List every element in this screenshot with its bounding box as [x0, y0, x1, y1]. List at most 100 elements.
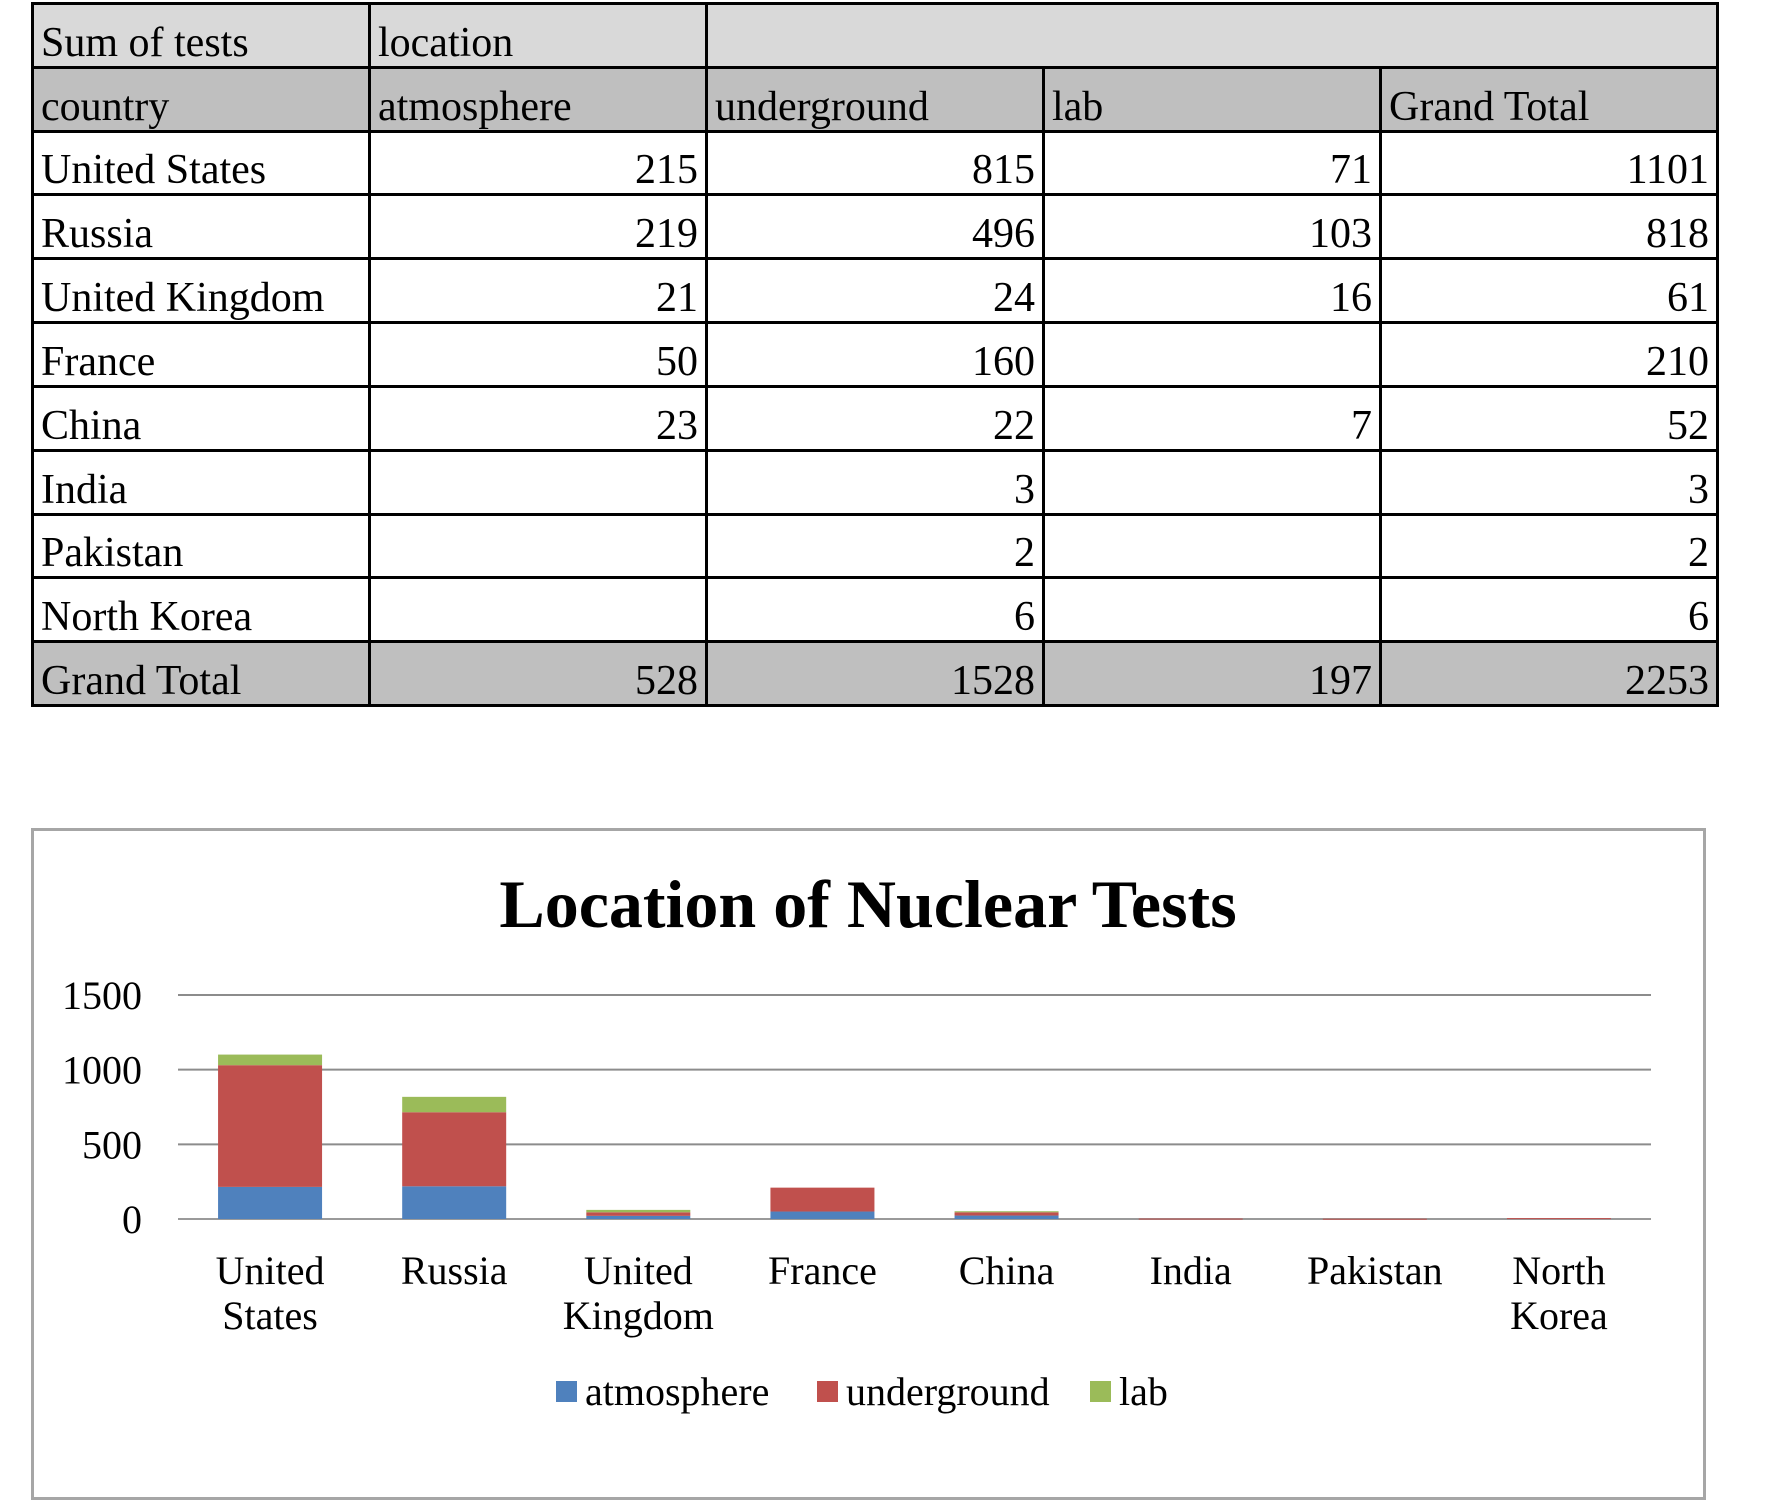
pivot-cell[interactable] [368, 448, 708, 516]
x-tick-label: Kingdom [563, 1293, 714, 1338]
pivot-cell[interactable]: 16 [1042, 257, 1382, 325]
legend-label: underground [846, 1369, 1050, 1414]
pivot-col-header[interactable]: Grand Total [1378, 65, 1720, 133]
pivot-cell[interactable]: 2 [705, 512, 1045, 580]
pivot-cell[interactable]: 496 [705, 193, 1045, 261]
pivot-cell[interactable]: 61 [1378, 257, 1720, 325]
chart-area[interactable]: Location of Nuclear Tests 0 500 1000 1500 Uni… [31, 828, 1706, 1500]
x-tick-label: States [222, 1293, 318, 1338]
bar-atmosphere [770, 1211, 875, 1219]
pivot-cell[interactable] [368, 576, 708, 644]
pivot-cell[interactable]: 23 [368, 384, 708, 452]
pivot-cell[interactable]: 3 [1378, 448, 1720, 516]
stacked-bar-chart: Location of Nuclear Tests 0 500 1000 1500 Uni… [62, 866, 1651, 1414]
bar-lab [218, 1054, 323, 1066]
pivot-cell[interactable]: 3 [705, 448, 1045, 516]
y-tick-label: 1000 [62, 1048, 142, 1093]
pivot-grand-total-cell[interactable]: 1528 [705, 640, 1045, 707]
pivot-table: Sum of tests location country atmosphere… [31, 2, 1720, 707]
legend-swatch-lab [1090, 1381, 1111, 1402]
pivot-cell[interactable]: 71 [1042, 129, 1382, 197]
pivot-col-header[interactable]: underground [705, 65, 1045, 133]
pivot-cell[interactable] [1042, 512, 1382, 580]
pivot-cell[interactable]: 815 [705, 129, 1045, 197]
pivot-cell[interactable]: 50 [368, 321, 708, 388]
pivot-cell[interactable]: 21 [368, 257, 708, 325]
pivot-cell[interactable]: 1101 [1378, 129, 1720, 197]
bar-lab [954, 1211, 1059, 1213]
pivot-column-field[interactable]: location [368, 2, 708, 69]
legend-swatch-atmosphere [556, 1381, 577, 1402]
pivot-row: France 50 160 210 [31, 321, 1720, 388]
pivot-grand-total-row: Grand Total 528 1528 197 2253 [31, 640, 1720, 707]
pivot-row: United Kingdom 21 24 16 61 [31, 257, 1720, 325]
pivot-row-label[interactable]: United States [31, 129, 371, 197]
pivot-header-row-2: country atmosphere underground lab Grand… [31, 65, 1720, 133]
pivot-row-label[interactable]: China [31, 384, 371, 452]
pivot-cell[interactable] [1042, 448, 1382, 516]
bar-atmosphere [402, 1186, 507, 1219]
pivot-cell[interactable]: 24 [705, 257, 1045, 325]
bar-underground [1322, 1218, 1427, 1220]
bar-underground [1138, 1218, 1243, 1220]
bar-underground [402, 1112, 507, 1187]
pivot-cell[interactable]: 2 [1378, 512, 1720, 580]
pivot-cell[interactable]: 160 [705, 321, 1045, 388]
x-tick-label: United [216, 1248, 325, 1293]
pivot-corner-label[interactable]: Sum of tests [31, 2, 371, 69]
pivot-row: China 23 22 7 52 [31, 384, 1720, 452]
pivot-row-field[interactable]: country [31, 65, 371, 133]
pivot-cell[interactable]: 103 [1042, 193, 1382, 261]
y-tick-label: 1500 [62, 973, 142, 1018]
legend-swatch-underground [817, 1381, 838, 1402]
bar-atmosphere [586, 1215, 691, 1219]
pivot-row-label[interactable]: India [31, 448, 371, 516]
bar-underground [954, 1212, 1059, 1216]
pivot-cell[interactable] [368, 512, 708, 580]
pivot-cell[interactable] [1042, 321, 1382, 388]
pivot-cell[interactable]: 219 [368, 193, 708, 261]
pivot-cell[interactable]: 7 [1042, 384, 1382, 452]
pivot-cell[interactable]: 6 [1378, 576, 1720, 644]
x-tick-label: Pakistan [1307, 1248, 1443, 1293]
pivot-grand-total-cell[interactable]: 2253 [1378, 640, 1720, 707]
pivot-grand-total-cell[interactable]: 197 [1042, 640, 1382, 707]
bar-atmosphere [218, 1186, 323, 1219]
pivot-cell[interactable]: 52 [1378, 384, 1720, 452]
pivot-row-label[interactable]: United Kingdom [31, 257, 371, 325]
x-tick-label: France [768, 1248, 877, 1293]
pivot-row-label[interactable]: Russia [31, 193, 371, 261]
pivot-row-label[interactable]: North Korea [31, 576, 371, 644]
x-tick-label: North [1512, 1248, 1605, 1293]
pivot-row: North Korea 6 6 [31, 576, 1720, 644]
bar-lab [402, 1096, 507, 1113]
pivot-cell[interactable]: 215 [368, 129, 708, 197]
pivot-grand-total-label[interactable]: Grand Total [31, 640, 371, 707]
pivot-cell[interactable]: 6 [705, 576, 1045, 644]
pivot-header-blank [704, 2, 1720, 69]
pivot-cell[interactable]: 22 [705, 384, 1045, 452]
pivot-grand-total-cell[interactable]: 528 [368, 640, 708, 707]
bar-atmosphere [954, 1215, 1059, 1219]
bar-underground [586, 1212, 691, 1216]
bar-underground [770, 1187, 875, 1212]
pivot-header-row-1: Sum of tests location [31, 2, 1720, 69]
pivot-row-label[interactable]: Pakistan [31, 512, 371, 580]
pivot-cell[interactable]: 818 [1378, 193, 1720, 261]
chart-title: Location of Nuclear Tests [499, 866, 1236, 942]
bar-lab [586, 1209, 691, 1213]
pivot-row-label[interactable]: France [31, 321, 371, 388]
pivot-col-header[interactable]: lab [1042, 65, 1382, 133]
pivot-cell[interactable] [1042, 576, 1382, 644]
x-tick-label: China [959, 1248, 1055, 1293]
x-tick-label: India [1150, 1248, 1232, 1293]
x-tick-label: United [584, 1248, 693, 1293]
x-tick-label: Korea [1510, 1293, 1608, 1338]
pivot-cell[interactable]: 210 [1378, 321, 1720, 388]
pivot-col-header[interactable]: atmosphere [368, 65, 708, 133]
y-tick-label: 500 [82, 1122, 142, 1167]
legend-label: atmosphere [585, 1369, 769, 1414]
bar-underground [218, 1065, 323, 1187]
pivot-row: United States 215 815 71 1101 [31, 129, 1720, 197]
bar-underground [1506, 1218, 1611, 1220]
